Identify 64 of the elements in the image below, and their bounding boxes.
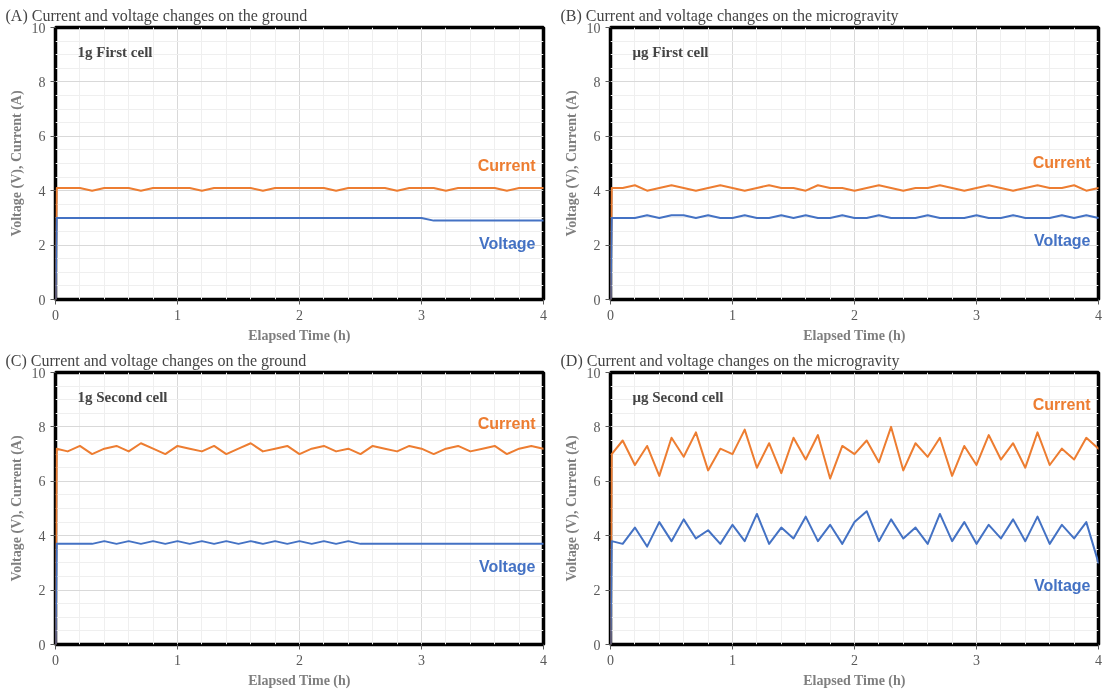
x-tick-label: 2	[851, 307, 858, 323]
x-tick-label: 4	[540, 652, 547, 668]
x-tick-label: 1	[729, 307, 736, 323]
x-tick-label: 4	[1095, 652, 1102, 668]
y-tick-label: 10	[586, 20, 601, 36]
y-tick-label: 4	[593, 528, 601, 544]
x-tick-label: 0	[52, 652, 59, 668]
annotation: 1g First cell	[77, 43, 153, 60]
x-tick-label: 3	[973, 652, 980, 668]
y-tick-label: 10	[586, 365, 601, 381]
x-axis-title: Elapsed Time (h)	[248, 672, 351, 689]
series-label: Voltage	[478, 557, 536, 575]
annotation: μg Second cell	[632, 388, 724, 405]
x-tick-label: 2	[296, 307, 303, 323]
x-axis-title: Elapsed Time (h)	[803, 672, 906, 689]
x-tick-label: 3	[973, 307, 980, 323]
y-axis-title: Voltage (V), Current (A)	[8, 435, 25, 582]
series-label: Voltage	[1033, 576, 1091, 594]
series-label: Current	[477, 414, 537, 432]
series-label: Voltage	[478, 234, 536, 252]
y-tick-label: 2	[38, 238, 46, 254]
series-label: Voltage	[1033, 231, 1091, 249]
x-tick-label: 1	[174, 652, 181, 668]
x-axis-title: Elapsed Time (h)	[803, 327, 906, 344]
y-tick-label: 6	[38, 129, 46, 145]
y-tick-label: 10	[31, 365, 46, 381]
y-tick-label: 4	[593, 183, 601, 199]
series-label: Current	[1032, 154, 1092, 172]
x-tick-label: 0	[607, 307, 614, 323]
x-tick-label: 2	[296, 652, 303, 668]
y-axis-title: Voltage (V), Current (A)	[8, 90, 25, 237]
y-tick-label: 10	[31, 20, 46, 36]
x-tick-label: 0	[52, 307, 59, 323]
y-tick-label: 0	[593, 637, 601, 653]
y-axis-title: Voltage (V), Current (A)	[563, 435, 580, 582]
x-tick-label: 3	[418, 307, 425, 323]
x-tick-label: 4	[540, 307, 547, 323]
y-tick-label: 0	[593, 292, 601, 308]
x-tick-label: 4	[1095, 307, 1102, 323]
y-tick-label: 8	[38, 74, 46, 90]
x-tick-label: 2	[851, 652, 858, 668]
annotation: 1g Second cell	[77, 388, 168, 405]
x-tick-label: 0	[607, 652, 614, 668]
x-tick-label: 3	[418, 652, 425, 668]
x-tick-label: 1	[174, 307, 181, 323]
y-tick-label: 6	[593, 474, 601, 490]
y-tick-label: 8	[593, 419, 601, 435]
y-tick-label: 6	[38, 474, 46, 490]
annotation: μg First cell	[632, 43, 709, 60]
y-axis-title: Voltage (V), Current (A)	[563, 90, 580, 237]
y-tick-label: 0	[38, 292, 46, 308]
y-tick-label: 4	[38, 528, 46, 544]
y-tick-label: 8	[593, 74, 601, 90]
y-tick-label: 2	[38, 583, 46, 599]
y-tick-label: 0	[38, 637, 46, 653]
y-tick-label: 2	[593, 583, 601, 599]
y-tick-label: 6	[593, 129, 601, 145]
series-label: Current	[477, 156, 537, 174]
y-tick-label: 8	[38, 419, 46, 435]
series-label: Current	[1032, 395, 1092, 413]
x-tick-label: 1	[729, 652, 736, 668]
y-tick-label: 2	[593, 238, 601, 254]
y-tick-label: 4	[38, 183, 46, 199]
x-axis-title: Elapsed Time (h)	[248, 327, 351, 344]
